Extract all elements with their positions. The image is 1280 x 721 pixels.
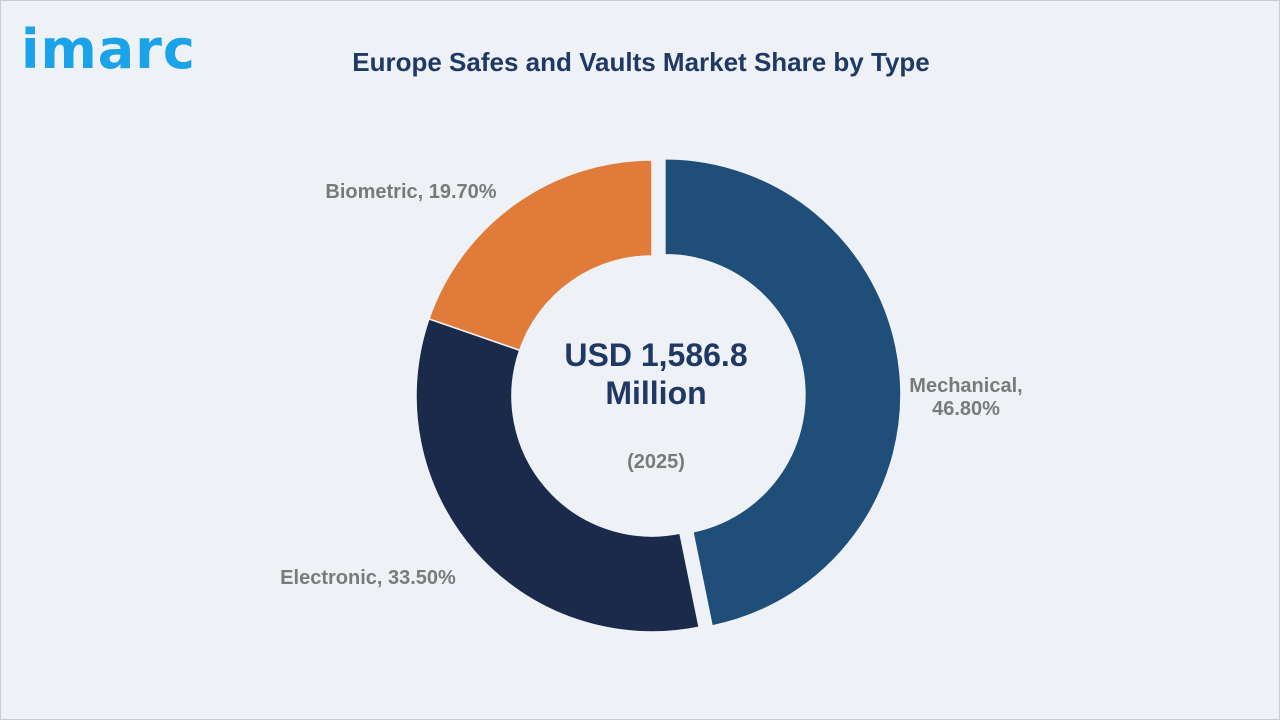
donut-slice [428,159,653,352]
donut-slice [415,317,701,633]
center-subtext: (2025) [627,451,685,473]
logo: imarc [21,18,196,81]
data-label: Biometric, 19.70% [325,181,497,203]
center-text: USD 1,586.8 Million [564,337,748,412]
data-label: Mechanical, 46.80% [909,375,1023,420]
donut-slice [664,157,902,627]
chart-title: Europe Safes and Vaults Market Share by … [352,47,930,77]
data-label: Electronic, 33.50% [280,567,456,589]
